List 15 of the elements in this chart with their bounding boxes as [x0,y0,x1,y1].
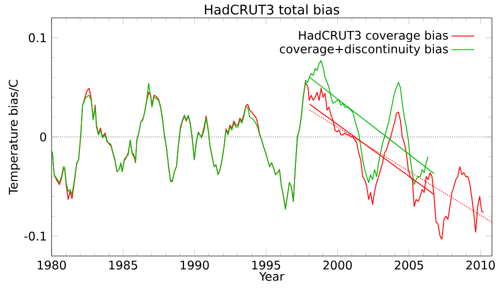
y-axis-title: Temperature bias/C [8,80,20,195]
x-tick-label: 2010 [466,260,495,270]
x-axis-title: Year [259,272,284,282]
x-tick-label: 1995 [252,260,280,270]
x-tick-label: 1980 [38,260,66,270]
legend-label: HadCRUT3 coverage bias [299,30,448,42]
x-tick-label: 1985 [109,260,138,270]
y-tick-label: 0 [40,132,46,142]
y-tick-label: 0.1 [28,33,46,42]
y-tick-label: -0.1 [24,232,46,241]
x-tick-label: 1990 [180,260,209,270]
legend-label: coverage+discontinuity bias [280,44,448,56]
chart-title: HadCRUT3 total bias [204,4,340,15]
x-tick-label: 2005 [394,260,424,270]
x-tick-label: 2000 [323,260,352,270]
